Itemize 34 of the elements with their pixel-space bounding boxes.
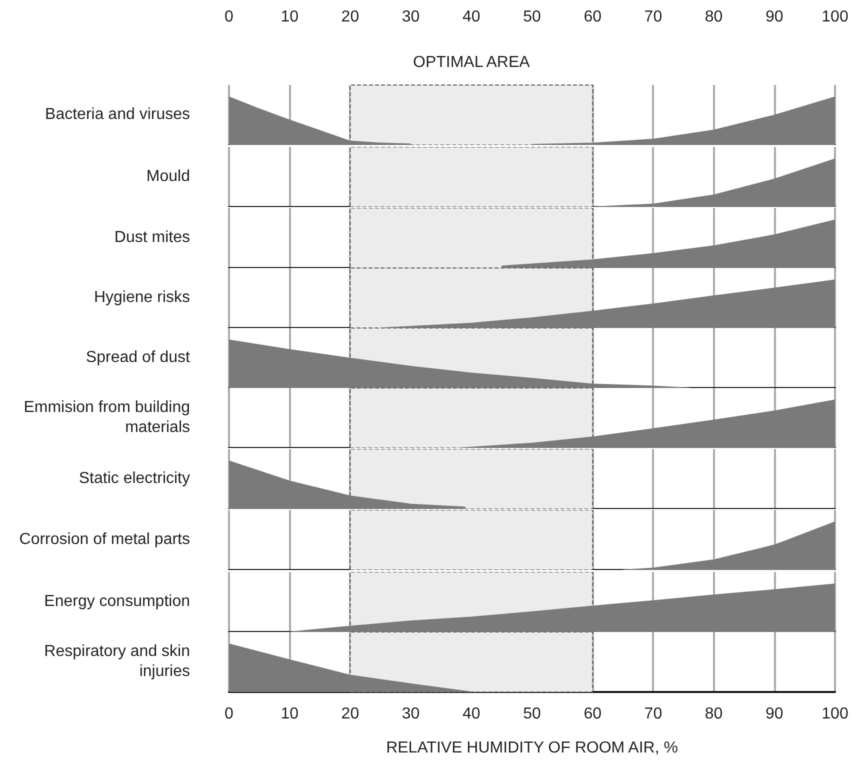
x-tick-label: 0: [224, 706, 234, 722]
x-tick-label: 70: [644, 706, 662, 722]
x2-tick-label: 10: [280, 8, 299, 26]
y-axis-title: Emmision from building materials: [22, 398, 190, 438]
x-tick-label: 30: [402, 706, 420, 722]
x-tick-label: 60: [584, 706, 602, 722]
x2-tick-label: 60: [584, 8, 602, 26]
x-tick-label: 80: [704, 706, 723, 722]
y-axis-title: Mould: [145, 167, 190, 187]
x2-tick-label: 70: [644, 8, 662, 26]
x-tick-label: 100: [822, 706, 848, 722]
x2-tick-label: 90: [766, 8, 784, 26]
x-tick-label: 10: [280, 706, 299, 722]
y-axis-title: Hygiene risks: [92, 288, 190, 308]
y-axis-title: Dust mites: [113, 228, 190, 248]
x2-tick-label: 0: [224, 8, 234, 26]
y-axis-title: Bacteria and viruses: [44, 105, 190, 125]
x2-tick-label: 40: [462, 8, 480, 26]
y-axis-title: Corrosion of metal parts: [18, 530, 190, 550]
x2-tick-label: 20: [341, 8, 360, 26]
y-axis-title: Respiratory and skin injuries: [43, 642, 190, 682]
y-axis-title: Spread of dust: [84, 348, 190, 368]
y-axis-title: Static electricity: [78, 469, 190, 489]
x2-tick-label: 80: [704, 8, 723, 26]
x2-tick-label: 30: [402, 8, 420, 26]
x-tick-label: 50: [523, 706, 541, 722]
x-tick-label: 20: [341, 706, 360, 722]
y-axis-title: Energy consumption: [43, 592, 190, 612]
x2-tick-label: 50: [523, 8, 541, 26]
x2-tick-label: 100: [822, 8, 848, 26]
x-tick-label: 90: [766, 706, 784, 722]
x-tick-label: 40: [462, 706, 480, 722]
band-label: OPTIMAL AREA: [413, 54, 530, 71]
x-axis-title: RELATIVE HUMIDITY OF ROOM AIR, %: [386, 740, 678, 756]
